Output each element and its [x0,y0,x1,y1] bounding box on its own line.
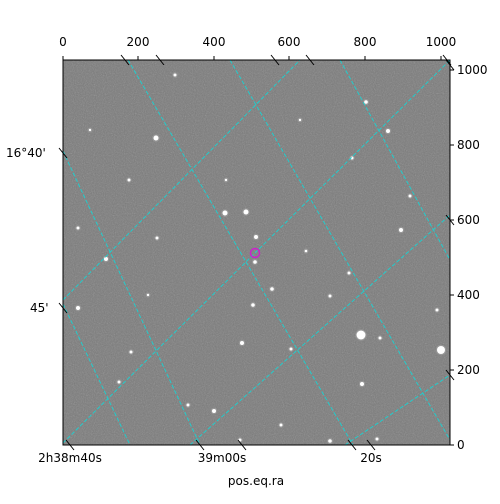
wcs-tick-mark [445,59,455,71]
star [304,249,308,253]
star [251,303,255,307]
top-tick-label: 400 [202,35,226,49]
star [76,306,80,310]
right-tick-label: 800 [457,138,480,152]
wcs-tick-mark [442,54,452,66]
star [328,439,332,443]
star [279,423,283,427]
star [129,350,133,354]
star [88,128,92,132]
right-tick-label: 400 [457,288,480,302]
wcs-tick-mark [195,439,205,451]
star [212,409,216,413]
top-tick-label: 800 [353,35,377,49]
star [238,438,242,442]
top-tick-label: 1000 [425,35,457,49]
wcs-tick-mark [120,54,130,66]
star [328,294,332,298]
star [399,228,403,232]
top-tick-label: 0 [59,35,67,49]
star [104,257,108,261]
star [253,260,257,264]
right-tick-label: 200 [457,363,480,377]
wcs-tick-mark [155,54,165,66]
right-tick-label: 600 [457,213,480,227]
grid-line [63,60,450,444]
star-field [74,72,447,444]
star [127,178,131,182]
top-tick-label: 600 [277,35,301,49]
right-tick-label: 1000 [457,63,488,77]
star [186,403,190,407]
ra-tick-label: 20s [360,451,382,465]
grid-line [63,303,131,445]
dec-tick-label: 45' [30,301,49,315]
star [347,271,351,275]
wcs-tick-mark [65,439,75,451]
star [243,209,249,215]
star [356,330,366,340]
star [153,135,159,141]
star [270,287,274,291]
wcs-tick-mark [366,439,376,451]
wcs-tick-mark [305,54,315,66]
coordinate-grid [63,60,450,445]
star [375,437,379,441]
ra-tick-label: 2h38m40s [38,451,102,465]
star [254,235,258,239]
grid-line [189,214,450,445]
grid-line [63,60,301,301]
grid-line [339,60,450,261]
wcs-tick-mark [445,369,455,381]
plot-frame [62,59,451,446]
star [289,347,293,351]
grid-line [229,60,450,441]
star [378,336,382,340]
grid-line [127,60,354,445]
wcs-tick-mark [237,439,247,451]
star [240,341,244,345]
dec-tick-label: 16°40' [6,146,46,160]
star [173,73,177,77]
wcs-tick-mark [58,147,68,159]
star [437,346,445,354]
right-tick-label: 0 [457,438,465,452]
target-marker [249,247,261,259]
wcs-tick-mark [58,302,68,314]
star [155,236,159,240]
grid-line [344,374,450,445]
star [117,380,121,384]
star [360,382,364,386]
x-axis-label: pos.eq.ra [227,474,285,488]
wcs-tick-mark [347,439,357,451]
top-tick-label: 200 [126,35,150,49]
star [146,293,150,297]
star [364,100,368,104]
star [435,308,439,312]
star [298,118,302,122]
star [224,178,228,182]
grid-line [63,150,201,445]
star [408,194,412,198]
wcs-tick-mark [270,54,280,66]
star [386,129,390,133]
axis-ticks [58,54,455,451]
wcs-tick-mark [445,214,455,226]
star [222,210,228,216]
ra-tick-label: 39m00s [197,451,247,465]
star [76,226,80,230]
